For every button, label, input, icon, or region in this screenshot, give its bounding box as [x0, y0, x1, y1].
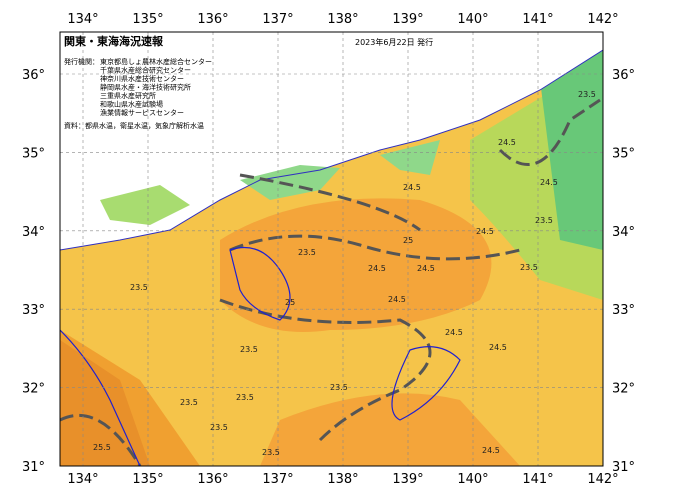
lat-label: 32°	[612, 382, 635, 397]
lon-label: 136°	[197, 12, 228, 27]
lon-label: 140°	[457, 12, 488, 27]
date: 2023年6月22日 発行	[355, 37, 433, 47]
lat-label: 36°	[612, 68, 635, 83]
contour-label: 25	[285, 298, 295, 307]
contour-label: 23.5	[180, 398, 198, 407]
lat-label: 33°	[612, 303, 635, 318]
lon-label: 135°	[132, 472, 163, 487]
contour-label: 24.5	[540, 178, 558, 187]
issuer: 三重県水産研究所	[100, 91, 156, 100]
contour-label: 24.5	[489, 343, 507, 352]
contour-label: 24.5	[476, 227, 494, 236]
contour-label: 24.5	[368, 264, 386, 273]
lon-label: 138°	[327, 472, 358, 487]
lon-label: 134°	[67, 12, 98, 27]
issuer: 静岡県水産・海洋技術研究所	[100, 83, 191, 92]
lon-label: 137°	[262, 12, 293, 27]
lat-label: 31°	[22, 460, 45, 475]
lat-label: 35°	[612, 146, 635, 161]
contour-label: 25.5	[93, 443, 111, 452]
contour-label: 24.5	[498, 138, 516, 147]
lat-label: 35°	[22, 146, 45, 161]
lon-label: 142°	[587, 12, 618, 27]
contour-label: 23.5	[210, 423, 228, 432]
contour-label: 24.5	[445, 328, 463, 337]
lon-label: 139°	[392, 12, 423, 27]
lon-label: 140°	[457, 472, 488, 487]
lon-label: 134°	[67, 472, 98, 487]
lon-label: 138°	[327, 12, 358, 27]
map-frame	[59, 31, 604, 467]
contour-label: 23.5	[240, 345, 258, 354]
lon-label: 135°	[132, 12, 163, 27]
lon-label: 136°	[197, 472, 228, 487]
contour-label: 24.5	[403, 183, 421, 192]
contour-label: 23.5	[578, 90, 596, 99]
source: 資料：都県水温，衛星水温，気象庁解析水温	[64, 121, 204, 130]
lon-label: 137°	[262, 472, 293, 487]
lat-label: 34°	[612, 225, 635, 240]
issuer: 千葉県水産総合研究センター	[100, 66, 191, 75]
contour-label: 23.5	[520, 263, 538, 272]
map-area: 23.5 24.5 24.5 24.5 24.5 23.5 24.5 25 23.5 23.5 23…	[60, 32, 603, 466]
lon-label: 139°	[392, 472, 423, 487]
title: 関東・東海海況速報	[64, 34, 164, 48]
issuer: 神奈川県水産技術センター	[100, 74, 184, 83]
lat-label: 36°	[22, 68, 45, 83]
lat-label: 33°	[22, 303, 45, 318]
contour-label: 23.5	[298, 248, 316, 257]
issuer: 漁業情報サービスセンター	[100, 108, 184, 117]
contour-label: 23.5	[330, 383, 348, 392]
contour-label: 24.5	[417, 264, 435, 273]
contour-label: 25	[403, 236, 413, 245]
issuer-label: 発行機関：	[64, 57, 99, 66]
contour-label: 23.5	[262, 448, 280, 457]
lat-label: 32°	[22, 382, 45, 397]
contour-label: 24.5	[482, 446, 500, 455]
issuer: 和歌山県水産試験場	[100, 100, 163, 109]
lat-label: 34°	[22, 225, 45, 240]
lon-label: 141°	[522, 12, 553, 27]
contour-label: 23.5	[130, 283, 148, 292]
contour-label: 23.5	[535, 216, 553, 225]
contour-label: 23.5	[236, 393, 254, 402]
lon-label: 142°	[587, 472, 618, 487]
issuer: 東京都島しょ農林水産総合センター	[100, 57, 212, 66]
header-box: 関東・東海海況速報 2023年6月22日 発行 発行機関： 東京都島しょ農林水産…	[64, 34, 433, 130]
contour-label: 24.5	[388, 295, 406, 304]
lat-label: 31°	[612, 460, 635, 475]
lon-label: 141°	[522, 472, 553, 487]
